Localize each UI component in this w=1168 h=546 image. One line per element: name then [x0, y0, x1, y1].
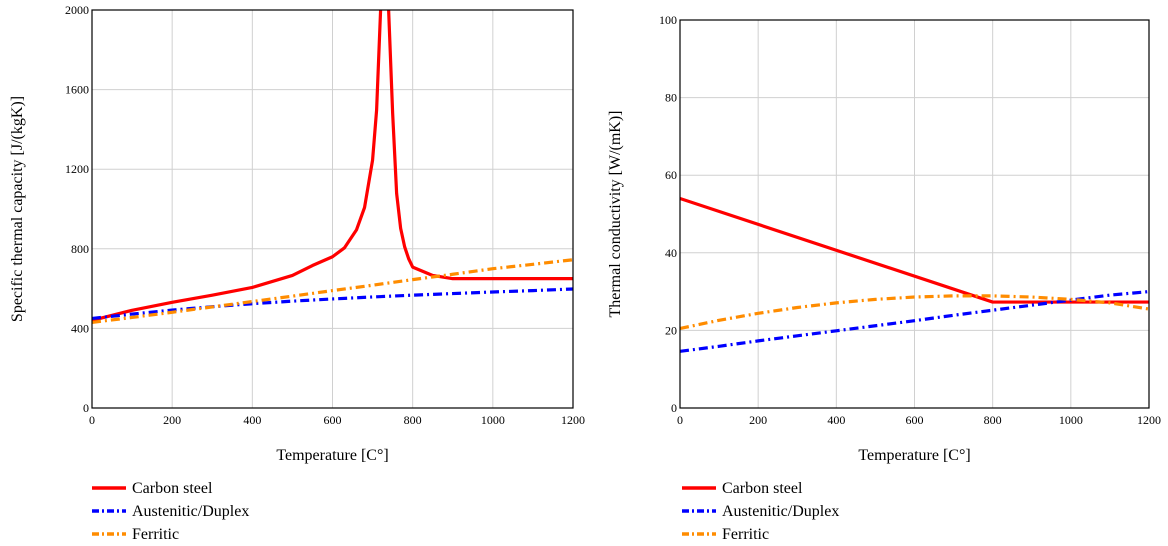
y-tick-label: 0 [671, 401, 677, 415]
x-tick-label: 400 [243, 413, 261, 427]
series-line-austenitic-duplex [92, 287, 573, 321]
y-tick-label: 800 [71, 242, 89, 256]
grid [91, 9, 574, 409]
x-tick-label: 0 [677, 413, 683, 427]
y-tick-label: 1200 [65, 162, 89, 176]
x-tick-label: 200 [749, 413, 767, 427]
y-axis-label: Thermal conductivity [W/(mK)] [607, 110, 624, 317]
plot-frame [91, 9, 574, 409]
x-tick-label: 1000 [481, 413, 505, 427]
y-tick-label: 80 [665, 91, 677, 105]
series-line-ferritic [680, 294, 1149, 331]
specific-heat-chart: 0 200 400 600 800 1000 1200 0 400 800 1200 1600 2000… [9, 3, 585, 543]
legend-label: Carbon steel [722, 480, 803, 497]
x-tick-label: 800 [404, 413, 422, 427]
thermal-conductivity-chart: 0 200 400 600 800 1000 1200 0 20 40 60 80 100 Tempera… [607, 13, 1161, 543]
legend: Carbon steel Austenitic/Duplex Ferritic [682, 480, 839, 543]
legend-label: Austenitic/Duplex [132, 503, 249, 520]
legend-label: Ferritic [722, 526, 769, 543]
y-tick-label: 40 [665, 246, 677, 260]
grid [679, 19, 1150, 409]
y-axis-label: Specific thermal capacity [J/(kgK)] [9, 96, 26, 322]
x-tick-label: 1000 [1059, 413, 1083, 427]
legend-label: Ferritic [132, 526, 179, 543]
y-tick-label: 20 [665, 323, 677, 337]
x-tick-label: 600 [324, 413, 342, 427]
x-tick-label: 200 [163, 413, 181, 427]
series-line-ferritic [92, 258, 573, 325]
series-group [92, 10, 573, 325]
y-tick-label: 100 [659, 13, 677, 27]
series-group [680, 196, 1149, 353]
x-tick-label: 800 [984, 413, 1002, 427]
y-tick-label: 1600 [65, 83, 89, 97]
plot-frame [679, 19, 1150, 409]
y-tick-label: 400 [71, 321, 89, 335]
legend-label: Austenitic/Duplex [722, 503, 839, 520]
y-tick-label: 0 [83, 401, 89, 415]
x-axis-label: Temperature [C°] [858, 447, 970, 464]
x-tick-label: 1200 [561, 413, 585, 427]
x-tick-label: 1200 [1137, 413, 1161, 427]
legend-label: Carbon steel [132, 480, 213, 497]
y-tick-label: 2000 [65, 3, 89, 17]
x-tick-label: 0 [89, 413, 95, 427]
x-tick-label: 600 [906, 413, 924, 427]
x-tick-label: 400 [827, 413, 845, 427]
series-line-carbon-steel [92, 10, 573, 322]
y-tick-label: 60 [665, 168, 677, 182]
x-axis-label: Temperature [C°] [276, 447, 388, 464]
legend: Carbon steel Austenitic/Duplex Ferritic [92, 480, 249, 543]
